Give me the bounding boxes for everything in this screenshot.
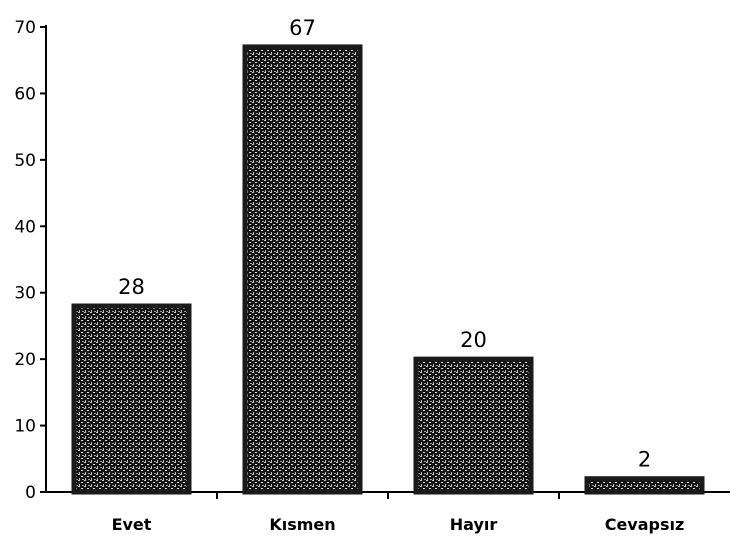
category-label: Kısmen: [269, 515, 335, 534]
y-tick-label: 40: [14, 217, 36, 237]
data-label: 28: [118, 275, 145, 299]
bars: [71, 44, 705, 495]
data-label: 20: [460, 328, 487, 352]
bar: [71, 303, 192, 495]
y-tick-label: 30: [14, 284, 36, 304]
y-tick-label: 60: [14, 84, 36, 104]
y-tick-label: 0: [25, 483, 36, 503]
category-label: Evet: [112, 515, 152, 534]
data-label: 67: [289, 16, 316, 40]
y-tick-label: 70: [14, 18, 36, 38]
y-tick-label: 20: [14, 350, 36, 370]
labels: 28 Evet 67 Kısmen 20 Hayır 2 Cevapsız: [112, 16, 685, 534]
category-label: Cevapsız: [605, 515, 685, 534]
bar: [413, 356, 534, 495]
data-label: 2: [638, 448, 651, 472]
bar: [584, 476, 705, 495]
y-tick-label: 50: [14, 151, 36, 171]
category-label: Hayır: [450, 515, 498, 534]
y-tick-label: 10: [14, 417, 36, 437]
bar: [242, 44, 363, 495]
